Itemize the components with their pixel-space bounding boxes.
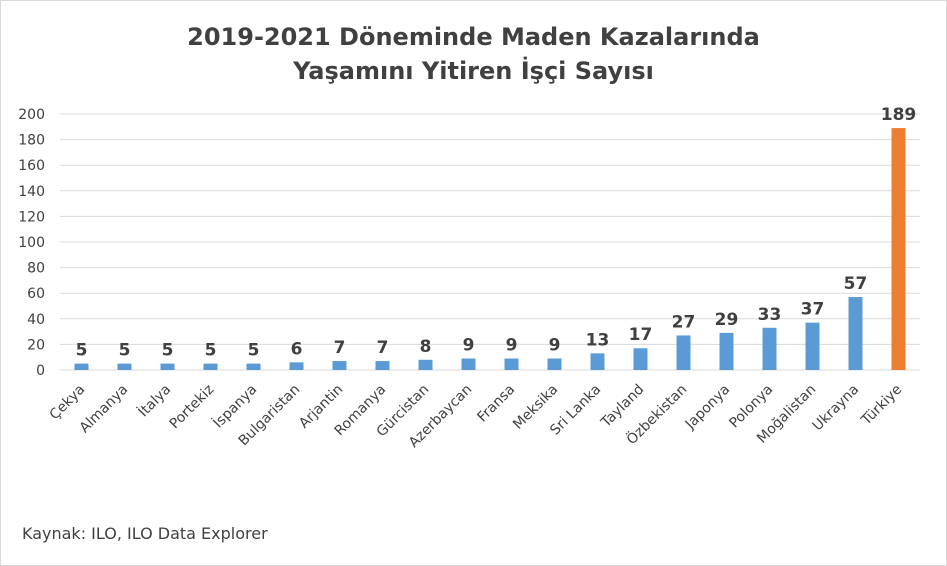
data-label-18: 57 bbox=[844, 274, 868, 294]
y-tick-label-20: 20 bbox=[27, 337, 45, 353]
category-label-2: İtalya bbox=[134, 380, 174, 420]
bar-18 bbox=[848, 297, 863, 370]
bar-7 bbox=[375, 361, 390, 370]
y-tick-label-60: 60 bbox=[27, 286, 45, 302]
bar-15 bbox=[719, 332, 734, 370]
bar-10 bbox=[504, 358, 519, 370]
bar-3 bbox=[203, 363, 218, 370]
bar-5 bbox=[289, 362, 304, 370]
category-label-0: Çekya bbox=[47, 382, 89, 424]
data-label-11: 9 bbox=[549, 335, 561, 355]
data-label-14: 27 bbox=[672, 312, 696, 332]
source-note: Kaynak: ILO, ILO Data Explorer bbox=[22, 524, 268, 543]
bars bbox=[74, 128, 906, 370]
data-label-8: 8 bbox=[420, 337, 432, 357]
bar-9 bbox=[461, 358, 476, 370]
bar-17 bbox=[805, 322, 820, 370]
data-label-6: 7 bbox=[334, 338, 346, 358]
data-label-7: 7 bbox=[377, 338, 389, 358]
category-label-15: Japonya bbox=[682, 382, 734, 434]
bar-1 bbox=[117, 363, 132, 370]
bar-16 bbox=[762, 327, 777, 370]
category-label-18: Ukrayna bbox=[810, 382, 863, 435]
data-label-12: 13 bbox=[586, 330, 610, 350]
bar-11 bbox=[547, 358, 562, 370]
data-label-4: 5 bbox=[248, 341, 260, 361]
bar-0 bbox=[74, 363, 89, 370]
y-tick-label-120: 120 bbox=[18, 209, 45, 225]
bar-13 bbox=[633, 348, 648, 370]
data-label-15: 29 bbox=[715, 310, 739, 330]
chart-title-line-1: 2019-2021 Döneminde Maden Kazalarında bbox=[187, 23, 760, 51]
data-label-10: 9 bbox=[506, 335, 518, 355]
data-label-19: 189 bbox=[881, 105, 917, 125]
y-tick-label-180: 180 bbox=[18, 133, 45, 149]
data-label-2: 5 bbox=[162, 341, 174, 361]
data-label-0: 5 bbox=[76, 341, 88, 361]
y-tick-label-0: 0 bbox=[36, 363, 45, 379]
chart-title-line-2: Yaşamını Yitiren İşçi Sayısı bbox=[293, 57, 654, 85]
bar-2 bbox=[160, 363, 175, 370]
bar-14 bbox=[676, 335, 691, 370]
data-label-9: 9 bbox=[463, 335, 475, 355]
data-label-5: 6 bbox=[291, 339, 303, 359]
bar-6 bbox=[332, 361, 347, 370]
bar-8 bbox=[418, 359, 433, 370]
y-tick-label-80: 80 bbox=[27, 261, 45, 277]
y-tick-label-100: 100 bbox=[18, 235, 45, 251]
y-tick-label-40: 40 bbox=[27, 312, 45, 328]
data-label-16: 33 bbox=[758, 305, 782, 325]
data-label-1: 5 bbox=[119, 341, 131, 361]
y-tick-label-140: 140 bbox=[18, 184, 45, 200]
bar-19 bbox=[891, 128, 906, 370]
data-label-3: 5 bbox=[205, 341, 217, 361]
chart-title: 2019-2021 Döneminde Maden Kazalarında Ya… bbox=[0, 20, 947, 88]
category-label-3: Portekiz bbox=[167, 382, 218, 433]
gridlines bbox=[60, 113, 920, 371]
y-tick-label-200: 200 bbox=[18, 107, 45, 123]
category-label-19: Türkiye bbox=[858, 382, 905, 429]
data-label-17: 37 bbox=[801, 300, 825, 320]
bar-4 bbox=[246, 363, 261, 370]
bar-12 bbox=[590, 353, 605, 370]
data-label-13: 17 bbox=[629, 325, 653, 345]
y-tick-label-160: 160 bbox=[18, 158, 45, 174]
y-axis: 0 20 40 60 80 100 120 140 160 180 200 bbox=[18, 107, 45, 379]
data-labels: 5 5 5 5 5 6 7 7 8 9 9 9 13 17 27 29 33 37 57 189 bbox=[76, 105, 917, 361]
